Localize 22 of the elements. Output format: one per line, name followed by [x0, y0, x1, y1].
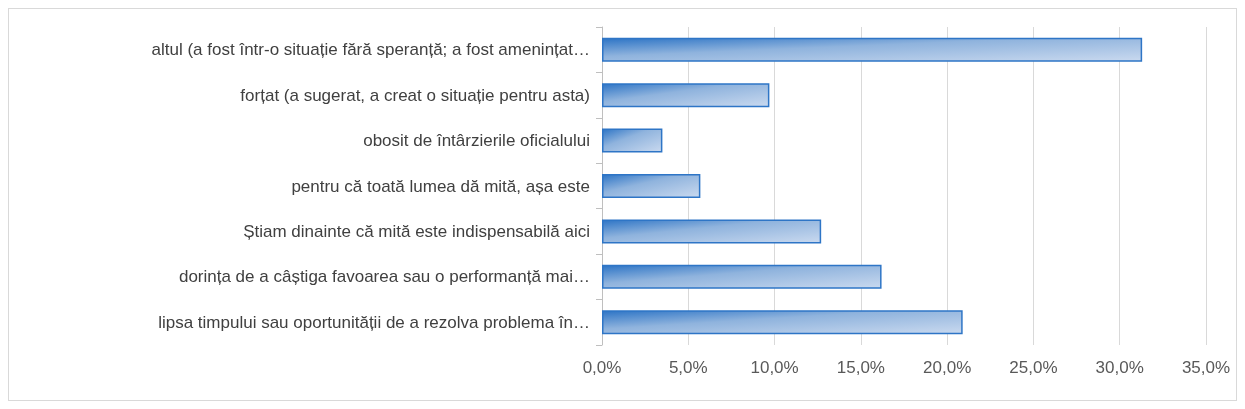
y-tick-label: obosit de întârzierile oficialului [363, 131, 590, 151]
bar [602, 219, 822, 244]
y-tick-label: altul (a fost într-o situație fără speranță; a fost amenințat… [151, 40, 590, 60]
y-tick-label: lipsa timpului sau oportunității de a rezolva problema în… [158, 312, 590, 332]
bar [602, 83, 770, 108]
x-tick-label: 20,0% [923, 358, 972, 377]
bar [602, 128, 663, 153]
bar [602, 310, 963, 335]
y-tick-label: forțat (a sugerat, a creat o situație pentru asta) [240, 85, 590, 105]
x-tick-label: 0,0% [582, 358, 622, 377]
y-tick-label: Știam dinainte că mită este indispensabilă aici [243, 221, 590, 241]
x-tick-label: 5,0% [668, 358, 708, 377]
y-tick-label: dorința de a câștiga favoarea sau o performanță mai… [178, 267, 590, 287]
bar [602, 174, 701, 198]
x-tick-label: 25,0% [1009, 358, 1058, 377]
bar [602, 264, 882, 289]
x-tick-label: 30,0% [1095, 358, 1144, 377]
x-tick-label: 35,0% [1181, 358, 1231, 377]
x-tick-label: 15,0% [836, 358, 885, 377]
bar [602, 37, 1143, 62]
y-tick-label: pentru că toată lumea dă mită, așa este [291, 176, 590, 196]
x-tick-label: 10,0% [750, 358, 799, 377]
